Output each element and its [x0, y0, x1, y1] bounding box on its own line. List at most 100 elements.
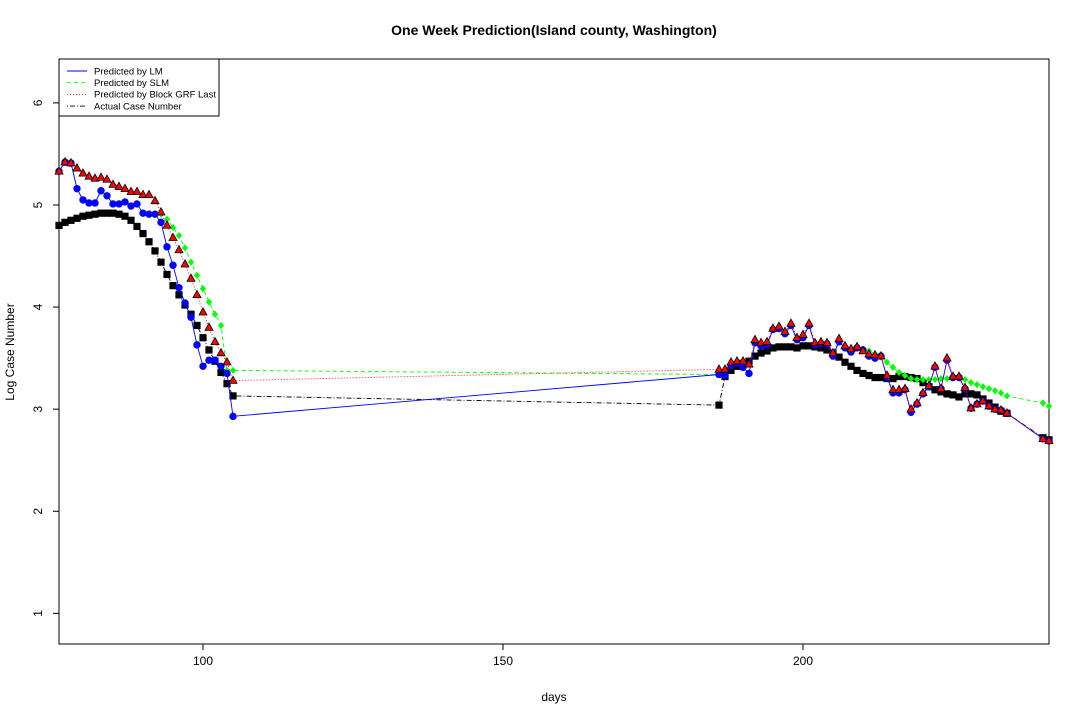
actual-point — [217, 368, 225, 377]
slm-point — [169, 223, 177, 232]
actual-point — [781, 343, 789, 351]
series-block-grf — [54, 156, 1054, 445]
slm-point — [1039, 399, 1047, 407]
block-grf-point — [816, 336, 826, 346]
block-grf-point — [912, 397, 922, 407]
slm-point — [973, 381, 981, 389]
block-grf-point — [1002, 408, 1012, 417]
slm-point — [931, 375, 939, 384]
actual-point — [205, 346, 213, 354]
block-grf-point — [936, 383, 946, 392]
block-grf-point — [990, 403, 1000, 413]
x-tick-label: 150 — [493, 654, 513, 668]
block-grf-point — [204, 322, 214, 331]
block-grf-point — [786, 318, 796, 327]
block-grf-point — [174, 244, 184, 254]
actual-point — [133, 222, 141, 231]
legend-label-block-grf: Predicted by Block GRF Last — [94, 90, 216, 101]
block-grf-point — [798, 329, 808, 338]
actual-point — [949, 391, 957, 399]
actual-point — [127, 216, 135, 224]
block-grf-point — [1044, 435, 1054, 445]
lm-point — [223, 369, 231, 378]
block-grf-point — [96, 172, 106, 181]
block-grf-point — [948, 371, 958, 380]
block-grf-point — [876, 350, 886, 360]
block-grf-point — [840, 340, 850, 350]
actual-point — [145, 238, 153, 246]
slm-point — [895, 368, 903, 377]
actual-point — [67, 216, 75, 224]
slm-point — [181, 244, 189, 252]
series-line-slm — [58, 161, 1050, 407]
lm-point — [199, 362, 207, 371]
block-grf-point — [774, 321, 784, 330]
block-grf-point — [906, 403, 916, 413]
series-actual — [55, 209, 1053, 444]
block-grf-point — [900, 383, 910, 392]
block-grf-point — [822, 337, 832, 347]
actual-point — [151, 247, 159, 255]
actual-point — [967, 390, 975, 398]
y-tick-label: 1 — [31, 610, 45, 617]
block-grf-point — [108, 179, 118, 188]
x-tick-label: 100 — [193, 654, 213, 668]
slm-point — [985, 385, 993, 393]
slm-point — [967, 379, 975, 387]
slm-point — [883, 358, 891, 366]
block-grf-point — [168, 232, 178, 241]
block-grf-point — [714, 364, 724, 373]
actual-point — [769, 344, 777, 352]
lm-point — [211, 356, 219, 364]
actual-point — [91, 210, 99, 218]
lm-point — [79, 196, 87, 204]
actual-point — [139, 229, 147, 238]
x-tick-label: 200 — [793, 654, 813, 668]
slm-point — [889, 363, 897, 371]
lm-point — [163, 243, 171, 251]
slm-point — [187, 258, 195, 266]
actual-point — [163, 270, 171, 279]
legend-box — [58, 58, 220, 117]
block-grf-point — [156, 206, 166, 216]
slm-point — [997, 389, 1005, 397]
y-tick-label: 2 — [31, 508, 45, 515]
block-grf-point — [222, 356, 232, 366]
actual-point — [787, 343, 795, 351]
slm-point — [175, 232, 183, 240]
slm-point — [217, 321, 225, 330]
actual-point — [61, 218, 69, 226]
actual-point — [121, 212, 129, 220]
slm-point — [901, 371, 909, 380]
block-grf-point — [858, 345, 868, 355]
slm-point — [919, 375, 927, 384]
actual-point — [853, 366, 861, 374]
lm-point — [133, 200, 141, 208]
actual-point — [715, 401, 723, 409]
block-grf-point — [966, 402, 976, 412]
block-grf-point — [60, 156, 70, 166]
actual-point — [73, 214, 81, 222]
block-grf-point — [762, 336, 772, 346]
actual-point — [757, 349, 765, 357]
actual-point — [157, 258, 165, 266]
block-grf-point — [150, 195, 160, 205]
block-grf-point — [102, 174, 112, 183]
actual-point — [193, 321, 201, 330]
block-grf-point — [978, 395, 988, 405]
actual-point — [85, 211, 93, 219]
lm-point — [157, 218, 165, 227]
block-grf-point — [54, 166, 64, 175]
legend-label-slm: Predicted by SLM — [94, 78, 169, 89]
block-grf-point — [864, 348, 874, 358]
slm-point — [1003, 392, 1011, 400]
slm-point — [979, 383, 987, 391]
actual-point — [169, 282, 177, 290]
block-grf-point — [744, 359, 754, 368]
x-axis-title: days — [541, 690, 566, 704]
actual-point — [793, 344, 801, 352]
actual-point — [865, 371, 873, 380]
block-grf-point — [852, 341, 862, 351]
data-series — [54, 156, 1054, 445]
slm-point — [193, 271, 201, 280]
